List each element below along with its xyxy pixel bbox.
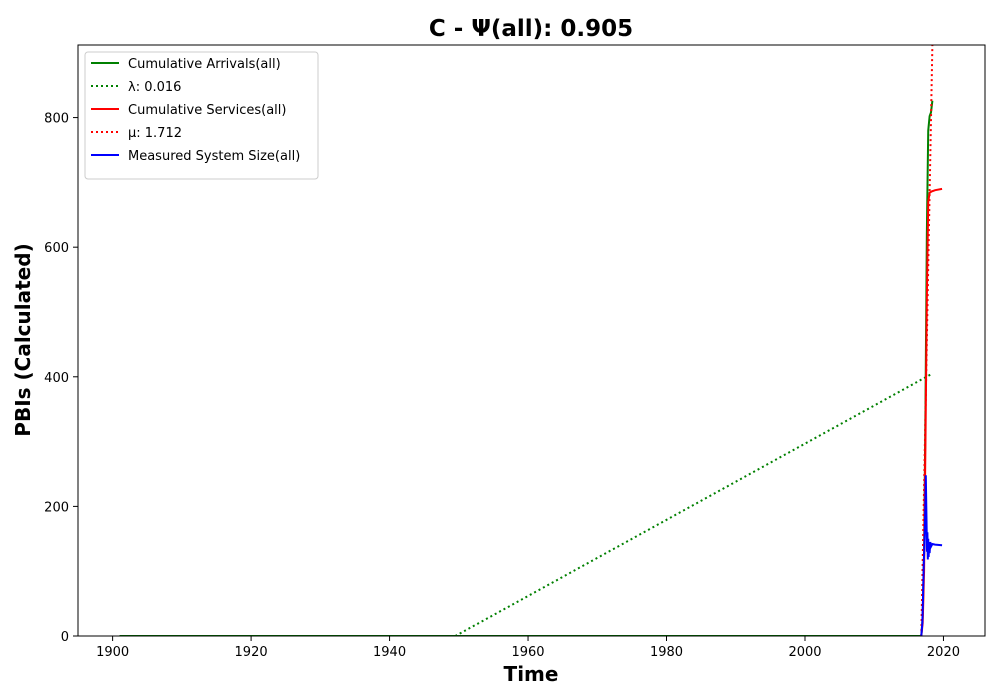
x-tick-label-3: 1960: [511, 645, 544, 660]
x-tick-label-5: 2000: [788, 645, 821, 660]
series-line-4: [920, 475, 943, 636]
plot-frame: [77, 44, 986, 637]
y-tick-label-1: 200: [44, 500, 69, 515]
x-tick-label-4: 1980: [650, 645, 683, 660]
x-tick-label-0: 1900: [96, 645, 129, 660]
x-tick-label-6: 2020: [927, 645, 960, 660]
legend-entry-0: Cumulative Arrivals(all): [128, 57, 281, 72]
legend-entry-3: μ: 1.712: [128, 126, 182, 141]
legend-entry-4: Measured System Size(all): [128, 149, 300, 164]
legend-entry-2: Cumulative Services(all): [128, 103, 286, 118]
x-tick-label-2: 1940: [373, 645, 406, 660]
y-axis-label: PBIs (Calculated): [11, 243, 35, 436]
x-tick-label-1: 1920: [235, 645, 268, 660]
plot-area: 1900 1920 1940 1960 1980 2000 2020 0 200 400 600 80…: [44, 44, 986, 660]
legend-entry-1: λ: 0.016: [128, 80, 181, 95]
series-group: [119, 45, 943, 636]
y-tick-label-3: 600: [44, 241, 69, 256]
series-line-1: [454, 372, 933, 636]
series-line-3: [920, 45, 934, 636]
series-line-0: [119, 100, 934, 636]
y-tick-label-4: 800: [44, 112, 69, 127]
legend: Cumulative Arrivals(all) λ: 0.016 Cumulati…: [84, 51, 319, 180]
legend-box: [84, 51, 319, 180]
chart-title: C - Ψ(all): 0.905: [429, 16, 633, 42]
x-axis-label: Time: [504, 662, 559, 686]
y-tick-label-2: 400: [44, 371, 69, 386]
y-tick-label-0: 0: [61, 630, 69, 645]
